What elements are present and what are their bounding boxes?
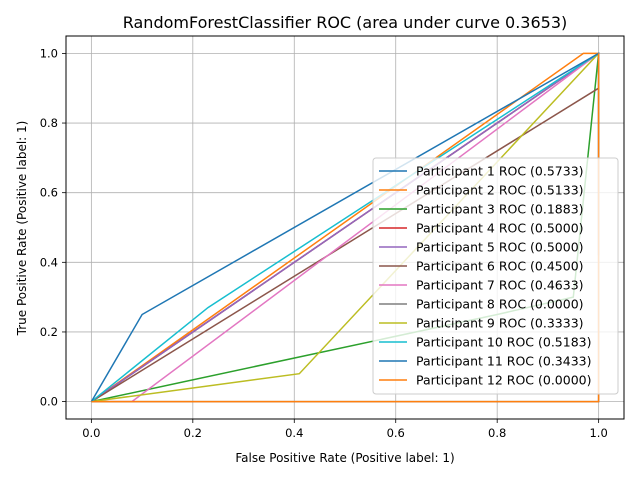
- series-line-participant-6: [91, 87, 599, 403]
- x-tick-label: 0.4: [285, 426, 303, 440]
- legend-entry-participant-7: Participant 7 ROC (0.4633): [416, 278, 584, 293]
- x-tick-label: 1.0: [589, 426, 607, 440]
- x-tick-label: 0.2: [184, 426, 202, 440]
- x-tick-label: 0.0: [82, 426, 100, 440]
- x-tick-label: 0.6: [387, 426, 405, 440]
- y-tick-label: 0.6: [40, 186, 58, 200]
- legend-entry-participant-3: Participant 3 ROC (0.1883): [416, 202, 584, 217]
- legend-entry-participant-1: Participant 1 ROC (0.5733): [416, 164, 584, 179]
- legend-box: [372, 157, 619, 395]
- series-line-participant-10: [90, 52, 600, 403]
- y-tick-label: 1.0: [40, 46, 58, 60]
- axis-ticks: 0.0 0.2 0.4 0.6 0.8 1.0 0.0 0.2 0.4 0.6 0.8 1.0: [40, 46, 608, 440]
- y-tick-label: 0.0: [40, 395, 58, 409]
- y-tick-label: 0.8: [40, 116, 58, 130]
- legend-entry-participant-9: Participant 9 ROC (0.3333): [416, 316, 584, 331]
- legend: Participant 1 ROC (0.5733) Participant 2 …: [372, 157, 619, 395]
- y-tick-label: 0.2: [40, 325, 58, 339]
- chart-title: RandomForestClassifier ROC (area under c…: [123, 13, 568, 32]
- legend-entry-participant-8: Participant 8 ROC (0.0000): [416, 297, 584, 312]
- legend-entry-participant-5: Participant 5 ROC (0.5000): [416, 240, 584, 255]
- plot-frame: [65, 35, 625, 420]
- series-line-participant-11: [90, 52, 599, 402]
- y-tick-label: 0.4: [40, 255, 58, 269]
- x-tick-label: 0.8: [488, 426, 506, 440]
- legend-entry-participant-10: Participant 10 ROC (0.5183): [416, 335, 591, 350]
- legend-entry-participant-12: Participant 12 ROC (0.0000): [416, 373, 591, 388]
- y-axis-label: True Positive Rate (Positive label: 1): [15, 121, 29, 337]
- legend-entry-participant-6: Participant 6 ROC (0.4500): [416, 259, 584, 274]
- legend-entry-participant-4: Participant 4 ROC (0.5000): [416, 221, 584, 236]
- series-line-participant-5: [90, 52, 600, 403]
- legend-entry-participant-11: Participant 11 ROC (0.3433): [416, 354, 591, 369]
- series-line-participant-2: [90, 52, 599, 403]
- legend-entry-participant-2: Participant 2 ROC (0.5133): [416, 183, 584, 198]
- x-axis-label: False Positive Rate (Positive label: 1): [235, 451, 454, 465]
